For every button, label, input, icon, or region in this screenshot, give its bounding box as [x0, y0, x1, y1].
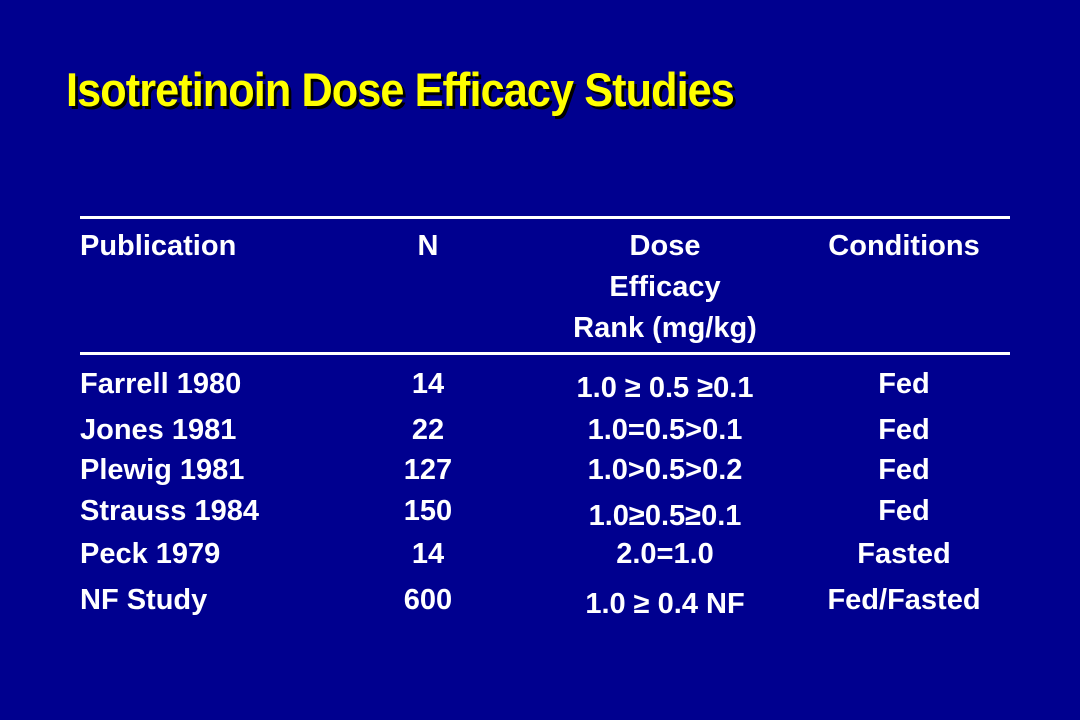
header-n: N — [417, 230, 439, 262]
row-1-dose: 1.0 ≥ 0.5 ≥0.1 — [576, 372, 754, 404]
row-1-n: 14 — [411, 368, 445, 400]
row-2-publication: Jones 1981 — [80, 414, 237, 446]
table-header-rule — [80, 352, 1010, 355]
row-2-conditions: Fed — [878, 414, 930, 446]
row-2-dose: 1.0=0.5>0.1 — [587, 414, 743, 446]
header-dose-efficacy-rank: Dose Efficacy Rank (mg/kg) — [532, 226, 798, 349]
slide-title: Isotretinoin Dose Efficacy Studies — [66, 63, 735, 116]
row-3-publication: Plewig 1981 — [80, 454, 245, 486]
header-dose-line1: Dose — [629, 230, 701, 262]
header-conditions: Conditions — [828, 230, 980, 262]
header-dose-line2: Efficacy — [609, 271, 721, 303]
row-1-conditions: Fed — [878, 368, 930, 400]
row-6-publication: NF Study — [80, 584, 208, 616]
row-6-dose: 1.0 ≥ 0.4 NF — [585, 588, 745, 620]
row-4-n: 150 — [403, 495, 453, 527]
row-5-dose: 2.0=1.0 — [616, 538, 714, 570]
row-4-dose: 1.0≥0.5≥0.1 — [588, 500, 742, 532]
row-3-dose: 1.0>0.5>0.2 — [587, 454, 743, 486]
row-2-n: 22 — [411, 414, 445, 446]
row-6-conditions: Fed/Fasted — [827, 584, 981, 616]
header-publication: Publication — [80, 230, 237, 262]
row-3-n: 127 — [403, 454, 453, 486]
row-3-conditions: Fed — [878, 454, 930, 486]
row-1-publication: Farrell 1980 — [80, 368, 242, 400]
row-6-n: 600 — [403, 584, 453, 616]
row-4-publication: Strauss 1984 — [80, 495, 259, 527]
row-5-n: 14 — [411, 538, 445, 570]
row-4-conditions: Fed — [878, 495, 930, 527]
row-5-publication: Peck 1979 — [80, 538, 221, 570]
row-5-conditions: Fasted — [857, 538, 951, 570]
header-dose-line3: Rank (mg/kg) — [573, 312, 757, 344]
table-top-rule — [80, 216, 1010, 219]
